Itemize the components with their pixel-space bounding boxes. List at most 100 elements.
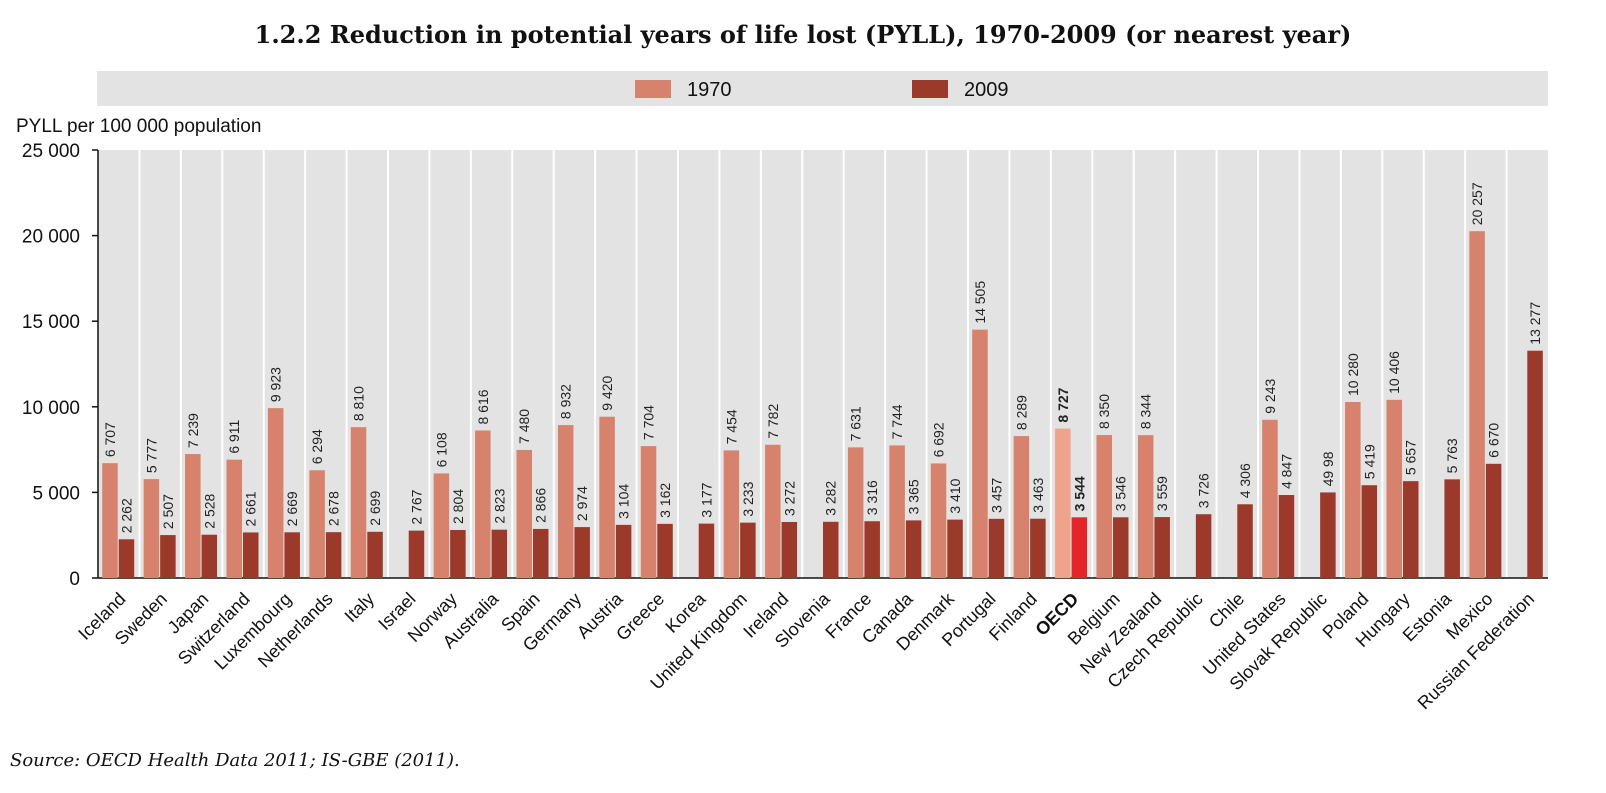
legend-swatch-1970 [635,80,671,98]
bar-1970-italy [350,427,367,578]
bar-2009-russian-federation [1527,350,1543,578]
bar-1970-finland [1013,436,1030,578]
bar-2009-estonia [1444,479,1460,578]
data-label-2009-iceland: 2 262 [118,498,134,533]
data-label-1970-canada: 7 744 [889,404,905,439]
bar-1970-switzerland [226,459,242,578]
bar-2009-hungary [1403,481,1419,578]
bar-1970-spain [516,449,532,578]
bar-2009-israel [408,530,425,578]
data-label-1970-greece: 7 704 [641,405,657,440]
legend-label-1970: 1970 [687,79,732,101]
bar-1970-canada [889,445,905,578]
data-label-2009-luxembourg: 2 669 [284,491,300,526]
bar-2009-united-kingdom [740,522,756,578]
data-label-1970-sweden: 5 777 [143,438,159,473]
data-label-1970-spain: 7 480 [516,409,532,444]
data-label-2009-israel: 2 767 [408,489,424,524]
data-label-1970-netherlands: 6 294 [309,429,325,464]
data-label-2009-new-zealand: 3 559 [1154,476,1170,511]
bar-1970-united-kingdom [723,450,740,578]
data-label-2009-united-states: 4 847 [1278,454,1294,489]
bar-1970-iceland [102,463,118,578]
data-label-2009-slovenia: 3 282 [823,481,839,516]
data-label-1970-hungary: 10 406 [1386,351,1402,394]
bar-2009-spain [533,528,549,578]
bar-2009-australia [491,529,508,578]
bar-1970-portugal [972,329,988,578]
bar-2009-mexico [1485,463,1502,578]
y-tick-label: 10 000 [22,398,80,419]
plot-background [98,150,1548,578]
data-label-2009-portugal: 3 457 [988,478,1004,513]
data-label-2009-sweden: 2 507 [160,494,176,529]
bar-1970-hungary [1386,399,1402,578]
bar-1970-denmark [930,463,947,578]
bar-1970-netherlands [309,470,325,578]
bar-1970-japan [185,454,201,578]
legend-label-2009: 2009 [964,79,1009,101]
data-label-1970-france: 7 631 [848,406,864,441]
y-tick-label: 5 000 [32,483,80,504]
data-label-1970-germany: 8 932 [558,384,574,419]
bar-2009-chile [1237,504,1253,578]
data-label-2009-oecd: 3 544 [1071,476,1087,511]
data-label-2009-estonia: 5 763 [1444,438,1460,473]
bar-2009-slovak-republic [1320,492,1336,578]
data-label-1970-austria: 9 420 [599,375,615,410]
bar-1970-norway [433,473,450,578]
data-label-1970-oecd: 8 727 [1055,387,1071,422]
data-label-2009-united-kingdom: 3 233 [740,481,756,516]
legend: 1970 2009 [635,79,1009,101]
bars [102,231,1543,578]
y-tick-label: 0 [69,569,80,590]
x-axis-labels: IcelandSwedenJapanSwitzerlandLuxembourgN… [74,588,1538,713]
bar-1970-new-zealand [1137,435,1154,578]
data-label-2009-chile: 4 306 [1237,463,1253,498]
bar-1970-mexico [1469,231,1485,578]
bar-1970-germany [557,425,574,578]
data-label-2009-spain: 2 866 [533,488,549,523]
chart-title: 1.2.2 Reduction in potential years of li… [254,20,1352,49]
data-label-1970-ireland: 7 782 [765,404,781,439]
data-label-2009-slovak-republic: 49 98 [1320,451,1336,486]
data-label-2009-canada: 3 365 [906,479,922,514]
data-label-2009-austria: 3 104 [616,484,632,519]
data-label-2009-belgium: 3 546 [1113,476,1129,511]
data-label-1970-japan: 7 239 [185,413,201,448]
bar-2009-austria [615,524,632,578]
source-note: Source: OECD Health Data 2011; IS-GBE (2… [10,750,460,771]
legend-swatch-2009 [912,80,948,98]
bar-2009-poland [1361,485,1378,578]
data-label-1970-united-states: 9 243 [1262,379,1278,414]
bar-2009-finland [1030,518,1046,578]
data-label-1970-norway: 6 108 [433,432,449,467]
data-label-1970-united-kingdom: 7 454 [723,409,739,444]
bar-1970-ireland [765,444,781,578]
bar-2009-denmark [947,519,963,578]
x-tick-label-italy: Italy [341,589,378,626]
bar-1970-poland [1345,402,1361,578]
bar-1970-australia [475,430,491,578]
data-label-1970-mexico: 20 257 [1469,182,1485,225]
bar-1970-france [847,447,864,578]
bar-2009-belgium [1113,517,1129,578]
data-label-2009-japan: 2 528 [201,493,217,528]
y-axis-label: PYLL per 100 000 population [16,116,261,137]
bar-2009-iceland [118,539,135,578]
data-labels: 6 707 2 262 5 777 2 507 7 239 2 528 6 911 2 661… [102,182,1543,533]
data-label-1970-switzerland: 6 911 [226,419,242,453]
data-label-2009-poland: 5 419 [1361,444,1377,479]
data-label-1970-finland: 8 289 [1013,395,1029,430]
bar-1970-sweden [143,479,160,578]
bar-1970-austria [599,416,615,578]
data-label-1970-belgium: 8 350 [1096,394,1112,429]
bar-2009-new-zealand [1154,517,1170,578]
bar-2009-oecd [1071,517,1088,578]
bar-2009-france [864,521,880,578]
data-label-2009-mexico: 6 670 [1486,423,1502,458]
y-tick-label: 25 000 [22,141,80,162]
data-label-2009-norway: 2 804 [450,489,466,524]
bar-2009-canada [905,520,922,578]
